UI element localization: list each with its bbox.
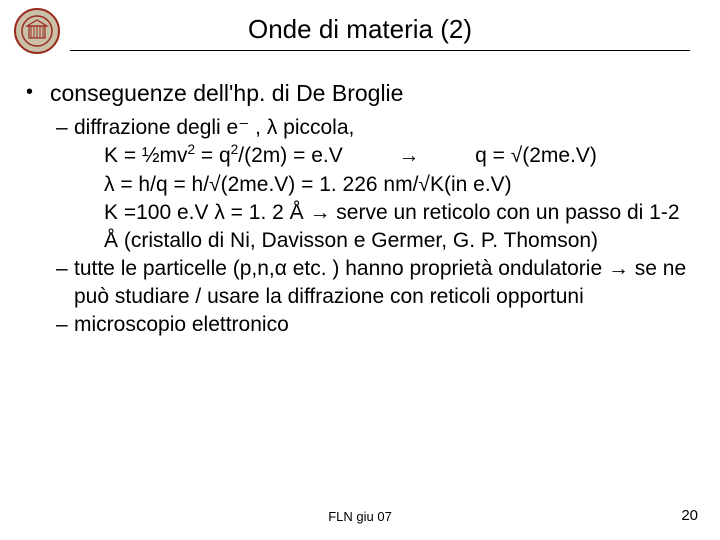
title-underline bbox=[70, 50, 690, 51]
eq-q: = q bbox=[195, 144, 231, 167]
bullet-level1: • conseguenze dell'hp. di De Broglie bbox=[26, 78, 696, 108]
level2-item-2: – tutte le particelle (p,n,α etc. ) hann… bbox=[56, 255, 696, 311]
dash-icon: – bbox=[56, 311, 74, 339]
slide-body: • conseguenze dell'hp. di De Broglie – d… bbox=[26, 78, 696, 339]
level1-text: conseguenze dell'hp. di De Broglie bbox=[50, 78, 403, 108]
level2-group: – diffrazione degli e⁻ , λ piccola, K = … bbox=[56, 114, 696, 339]
level2-item-1: – diffrazione degli e⁻ , λ piccola, bbox=[56, 114, 696, 142]
item1-line3: λ = h/q = h/√(2me.V) = 1. 226 nm/√K(in e… bbox=[104, 171, 696, 199]
bullet-dot-icon: • bbox=[26, 78, 50, 106]
k-eq-half-mv: K = ½mv bbox=[104, 144, 187, 167]
footer-center: FLN giu 07 bbox=[0, 509, 720, 524]
q-eq-root: q = √(2me.V) bbox=[475, 144, 597, 167]
page-number: 20 bbox=[681, 507, 698, 524]
superscript-2a: 2 bbox=[187, 142, 195, 157]
arrow-right-icon: → bbox=[398, 142, 419, 170]
dash-icon: – bbox=[56, 114, 74, 142]
level2-item-3: – microscopio elettronico bbox=[56, 311, 696, 339]
item1-line4: K =100 e.V λ = 1. 2 Å → serve un reticol… bbox=[104, 199, 696, 255]
item2-text: tutte le particelle (p,n,α etc. ) hanno … bbox=[74, 255, 696, 311]
item1-line2: K = ½mv2 = q2/(2m) = e.V → q = √(2me.V) bbox=[104, 142, 696, 170]
slide: Onde di materia (2) • conseguenze dell'h… bbox=[0, 0, 720, 540]
slide-title: Onde di materia (2) bbox=[0, 14, 720, 45]
item1-line1: diffrazione degli e⁻ , λ piccola, bbox=[74, 114, 696, 142]
item3-text: microscopio elettronico bbox=[74, 311, 696, 339]
over-2m-ev: /(2m) = e.V bbox=[238, 144, 342, 167]
dash-icon: – bbox=[56, 255, 74, 283]
